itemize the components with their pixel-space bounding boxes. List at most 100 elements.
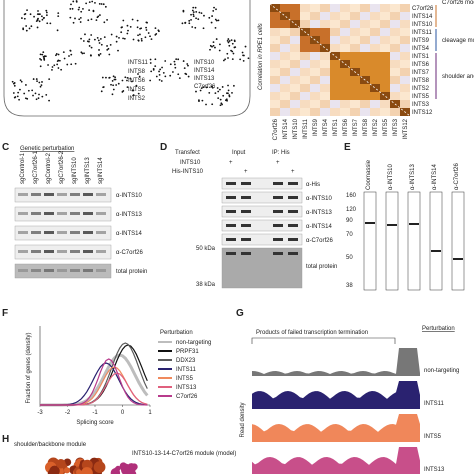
dot bbox=[161, 66, 163, 69]
dot bbox=[32, 94, 34, 97]
dot bbox=[90, 46, 93, 49]
heatmap-cell bbox=[270, 52, 280, 60]
diagonal bbox=[269, 3, 411, 117]
heatmap-cell bbox=[360, 68, 370, 76]
dot bbox=[219, 43, 221, 46]
dot bbox=[22, 28, 25, 31]
dot bbox=[99, 53, 102, 55]
dot bbox=[218, 88, 221, 91]
dot bbox=[182, 10, 185, 13]
blot-label: α-INTS14 bbox=[116, 231, 142, 237]
dot bbox=[38, 20, 41, 23]
dot bbox=[88, 9, 91, 12]
structure-blob bbox=[63, 467, 71, 474]
dot bbox=[60, 68, 63, 71]
dot bbox=[107, 47, 110, 50]
dot bbox=[23, 17, 26, 20]
heatmap-cell bbox=[290, 36, 300, 44]
dot bbox=[13, 82, 16, 84]
band bbox=[241, 182, 251, 185]
marker-label: 38 kDa bbox=[196, 282, 216, 288]
dot bbox=[137, 92, 140, 95]
dot bbox=[75, 0, 78, 2]
dot bbox=[57, 67, 60, 69]
dot bbox=[35, 78, 38, 80]
col-label: C7orf26 bbox=[273, 118, 279, 140]
col-label: INTS10 bbox=[293, 118, 299, 139]
dot bbox=[192, 13, 195, 16]
dot bbox=[87, 19, 90, 22]
dot bbox=[84, 33, 86, 36]
dot bbox=[233, 39, 236, 42]
heatmap-cell bbox=[380, 12, 390, 20]
heatmap-cell bbox=[300, 92, 310, 100]
dot bbox=[12, 92, 15, 94]
dot bbox=[190, 18, 192, 21]
heatmap-cell bbox=[270, 12, 280, 20]
heatmap-cell bbox=[280, 12, 290, 20]
dot bbox=[88, 1, 91, 4]
dot bbox=[90, 34, 93, 36]
band bbox=[226, 238, 236, 241]
dot bbox=[177, 73, 180, 76]
marker-label: 70 bbox=[346, 232, 353, 238]
dot bbox=[23, 92, 26, 95]
dot bbox=[182, 60, 185, 62]
heatmap-cell bbox=[330, 52, 340, 60]
heatmap-cell bbox=[290, 92, 300, 100]
heatmap-cell bbox=[270, 44, 280, 52]
dot bbox=[210, 21, 213, 24]
dot bbox=[208, 91, 211, 94]
dot bbox=[160, 80, 163, 82]
band bbox=[83, 250, 93, 253]
dot bbox=[192, 15, 195, 18]
legend-title: Perturbation bbox=[160, 330, 193, 336]
structure-blob bbox=[56, 459, 66, 469]
dot bbox=[69, 49, 72, 52]
dot bbox=[48, 78, 51, 81]
dot bbox=[227, 57, 229, 59]
dot bbox=[120, 26, 123, 29]
heatmap-cell bbox=[280, 20, 290, 28]
dot bbox=[150, 70, 153, 73]
blot-label: α-INTS13 bbox=[306, 210, 332, 216]
heatmap-cell bbox=[300, 52, 310, 60]
dot bbox=[137, 39, 140, 42]
x-tick-label: 1 bbox=[148, 410, 152, 416]
dot bbox=[37, 10, 39, 12]
dot bbox=[53, 64, 56, 67]
heatmap-cell bbox=[400, 36, 410, 44]
heatmap-cell bbox=[310, 84, 320, 92]
heatmap-cell bbox=[370, 100, 380, 108]
dot bbox=[91, 0, 94, 3]
dot bbox=[228, 44, 231, 47]
dot bbox=[98, 42, 101, 44]
dot bbox=[212, 41, 215, 44]
heatmap-cell bbox=[320, 20, 330, 28]
col-label: INTS8 bbox=[363, 118, 369, 136]
dot bbox=[39, 58, 41, 60]
heatmap-cell bbox=[350, 84, 360, 92]
dot bbox=[219, 98, 222, 101]
heatmap-cell bbox=[400, 84, 410, 92]
gene-label: INTS8 bbox=[128, 69, 146, 75]
dot bbox=[216, 87, 219, 89]
heatmap-cell bbox=[370, 52, 380, 60]
dot bbox=[30, 25, 33, 28]
dot bbox=[106, 48, 109, 51]
heatmap-cell bbox=[320, 68, 330, 76]
panel-title: Products of failed transcription termina… bbox=[256, 330, 368, 336]
marker-label: 120 bbox=[346, 207, 357, 213]
heatmap-cell bbox=[300, 108, 310, 116]
band bbox=[96, 250, 106, 253]
heatmap-cell bbox=[400, 76, 410, 84]
marker-label: 160 bbox=[346, 193, 357, 199]
dot bbox=[111, 80, 114, 82]
blot-label: total protein bbox=[116, 269, 147, 275]
dot bbox=[213, 6, 215, 9]
heatmap-cell bbox=[370, 28, 380, 36]
heatmap-cell bbox=[350, 108, 360, 116]
dot bbox=[85, 2, 88, 5]
gene-label: INTS2 bbox=[128, 96, 146, 102]
dot bbox=[129, 26, 132, 28]
